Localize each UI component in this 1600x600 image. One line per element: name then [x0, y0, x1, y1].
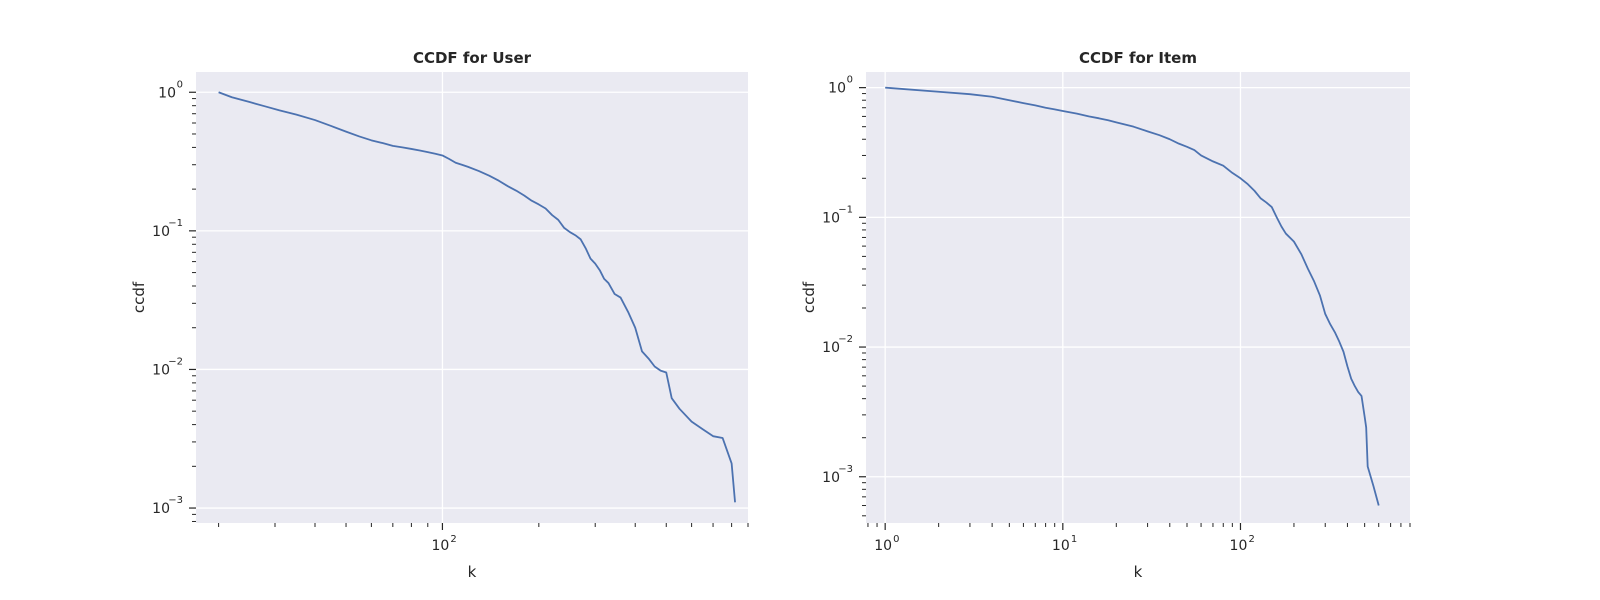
- y-tick-exponent: −3: [838, 464, 853, 475]
- x-tick-label: 10: [1230, 538, 1248, 554]
- x-tick-exponent: 0: [893, 534, 899, 545]
- y-tick-label: 10: [828, 81, 846, 97]
- y-tick-label: 10: [822, 210, 840, 226]
- y-tick-exponent: −2: [838, 334, 853, 345]
- y-tick-label: 10: [822, 470, 840, 486]
- x-tick-exponent: 2: [450, 534, 456, 545]
- x-axis-label: k: [468, 563, 477, 581]
- x-tick-exponent: 2: [1248, 534, 1254, 545]
- y-axis-label: ccdf: [800, 281, 818, 313]
- y-tick-label: 10: [158, 85, 176, 101]
- chart-title: CCDF for Item: [1079, 49, 1197, 67]
- y-tick-label: 10: [152, 501, 170, 517]
- x-axis-label: k: [1134, 563, 1143, 581]
- chart-title: CCDF for User: [413, 49, 532, 67]
- y-tick-exponent: 0: [847, 75, 853, 86]
- plot-area: [196, 72, 748, 523]
- ccdf-line: [218, 91, 736, 503]
- y-tick-label: 10: [152, 362, 170, 378]
- y-tick-exponent: 0: [177, 79, 183, 90]
- x-tick-label: 10: [1052, 538, 1070, 554]
- y-tick-label: 10: [152, 224, 170, 240]
- y-tick-exponent: −2: [168, 356, 183, 367]
- y-tick-exponent: −1: [838, 204, 853, 215]
- ccdf-line: [885, 86, 1380, 506]
- plot-area: [866, 72, 1410, 523]
- y-axis-label: ccdf: [130, 281, 148, 313]
- y-tick-exponent: −3: [168, 495, 183, 506]
- x-tick-label: 10: [874, 538, 892, 554]
- x-tick-exponent: 1: [1071, 534, 1077, 545]
- x-tick-label: 10: [432, 538, 450, 554]
- y-tick-label: 10: [822, 340, 840, 356]
- y-tick-exponent: −1: [168, 218, 183, 229]
